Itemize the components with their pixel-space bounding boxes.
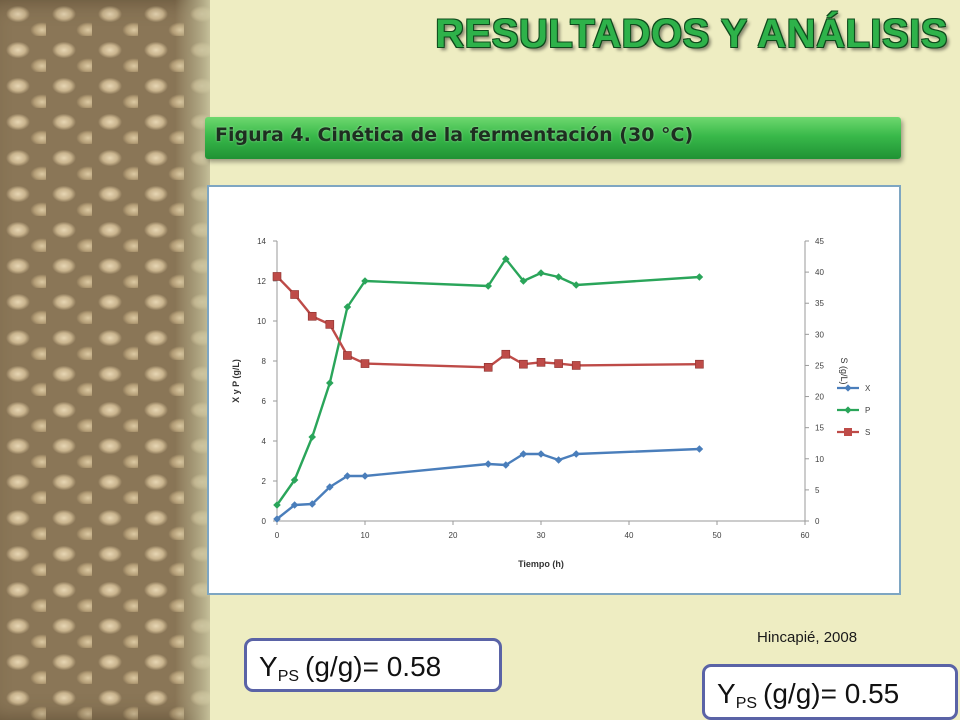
legend-marker-X [844,384,852,392]
yield-value: (g/g)= 0.55 [763,678,900,709]
x-tick-label: 30 [537,531,546,540]
legend-label-S: S [865,428,870,437]
data-point-S [519,359,528,369]
y-left-tick-label: 6 [262,397,267,406]
data-point-S [571,361,581,370]
yield-subscript: PS [735,695,758,712]
yield-subscript: PS [277,668,300,685]
x-tick-label: 10 [361,531,370,540]
y-right-tick-label: 10 [815,455,824,464]
data-point-X [554,456,563,464]
data-point-X [519,450,528,458]
data-point-S [307,311,317,321]
data-point-X [572,450,580,458]
data-point-X [361,472,369,480]
y-left-tick-label: 10 [257,317,266,326]
data-point-X [343,472,352,480]
data-point-P [308,433,316,441]
data-point-S [501,349,511,359]
x-tick-label: 0 [275,531,280,540]
data-point-S [360,359,370,368]
y-left-tick-label: 0 [262,517,267,526]
data-point-X [290,501,299,509]
yield-symbol: Y [259,651,278,682]
y-left-tick-label: 12 [257,277,266,286]
legend-label-X: X [865,384,871,393]
data-point-P [290,476,299,484]
data-point-S [343,351,352,360]
x-tick-label: 60 [801,531,810,540]
yield-value: (g/g)= 0.58 [305,651,442,682]
data-point-S [325,320,335,329]
y-left-tick-label: 14 [257,237,266,246]
data-point-P [361,277,369,285]
x-tick-label: 20 [449,531,458,540]
y-right-tick-label: 5 [815,486,820,495]
data-point-S [695,359,704,369]
data-point-X [484,460,492,468]
data-point-P [537,269,545,277]
y-right-tick-label: 25 [815,361,824,370]
series-line-P [276,257,700,506]
citation: Hincapié, 2008 [757,629,858,646]
y-right-tick-label: 45 [815,237,824,246]
legend-marker-S [844,428,852,436]
data-point-P [273,501,281,509]
y-right-tick-label: 35 [815,299,824,308]
y-left-tick-label: 4 [262,437,267,446]
data-point-P [343,303,352,311]
data-point-X [537,450,545,458]
series-line-X [276,447,700,520]
fermentation-chart: 0 10 20 30 40 50 60 0 2 4 6 8 10 12 14 0 5 10 15 20 25 30 35 40… [207,185,901,595]
data-point-X [695,445,704,453]
data-point-P [502,255,510,263]
data-point-S [483,363,493,372]
x-tick-label: 50 [713,531,722,540]
y-right-tick-label: 30 [815,330,824,339]
data-point-S [290,290,299,299]
data-point-S [554,359,563,368]
yield-box-2: YPS (g/g)= 0.55 [702,664,958,720]
yield-box-1: YPS (g/g)= 0.58 [244,638,502,692]
y-right-tick-label: 15 [815,424,824,433]
y-left-tick-label: 8 [262,357,267,366]
series-line-S [276,275,700,369]
legend-marker-P [844,406,852,414]
figure-title: Figura 4. Cinética de la fermentación (3… [215,124,694,146]
figure-title-bar: Figura 4. Cinética de la fermentación (3… [205,117,901,159]
data-point-P [326,379,334,387]
data-point-S [272,272,282,281]
yield-symbol: Y [717,678,736,709]
legend-label-P: P [865,406,870,415]
data-point-P [519,277,528,285]
y-right-tick-label: 40 [815,268,824,277]
data-point-P [572,281,580,289]
y-right-tick-label: 20 [815,393,824,402]
slide-title: RESULTADOS Y ANÁLISIS [435,12,948,56]
y-right-tick-label: 0 [815,517,820,526]
chart-svg: 0 10 20 30 40 50 60 0 2 4 6 8 10 12 14 0 5 10 15 20 25 30 35 40… [231,237,871,569]
y-left-tick-label: 2 [262,477,267,486]
data-point-X [502,461,510,469]
data-point-P [695,273,704,281]
data-point-P [484,282,492,290]
x-axis-label: Tiempo (h) [518,559,564,569]
data-point-S [536,358,546,367]
data-point-P [554,273,563,281]
y-axis-left-label: X y P (g/L) [231,359,241,403]
y-axis-right-label: S (g/L) [839,357,849,384]
x-tick-label: 40 [625,531,634,540]
